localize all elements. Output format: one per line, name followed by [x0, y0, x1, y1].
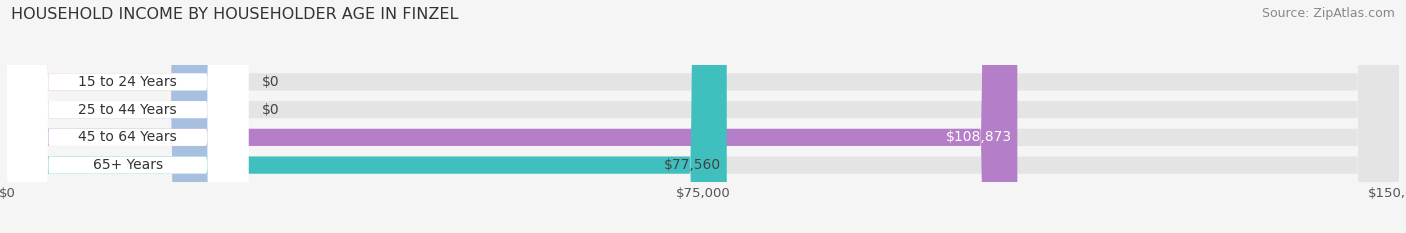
- FancyBboxPatch shape: [7, 0, 249, 233]
- Text: $0: $0: [262, 103, 280, 117]
- Text: 15 to 24 Years: 15 to 24 Years: [79, 75, 177, 89]
- Text: $0: $0: [262, 75, 280, 89]
- Text: 25 to 44 Years: 25 to 44 Years: [79, 103, 177, 117]
- Text: 45 to 64 Years: 45 to 64 Years: [79, 130, 177, 144]
- Text: Source: ZipAtlas.com: Source: ZipAtlas.com: [1261, 7, 1395, 20]
- FancyBboxPatch shape: [7, 0, 1399, 233]
- Text: $108,873: $108,873: [946, 130, 1012, 144]
- FancyBboxPatch shape: [7, 0, 1399, 233]
- FancyBboxPatch shape: [7, 0, 212, 233]
- FancyBboxPatch shape: [7, 0, 249, 233]
- Text: $77,560: $77,560: [664, 158, 721, 172]
- Text: 65+ Years: 65+ Years: [93, 158, 163, 172]
- FancyBboxPatch shape: [7, 0, 1399, 233]
- FancyBboxPatch shape: [7, 0, 249, 233]
- FancyBboxPatch shape: [7, 0, 1018, 233]
- FancyBboxPatch shape: [7, 0, 727, 233]
- FancyBboxPatch shape: [7, 0, 1399, 233]
- FancyBboxPatch shape: [7, 0, 212, 233]
- Text: HOUSEHOLD INCOME BY HOUSEHOLDER AGE IN FINZEL: HOUSEHOLD INCOME BY HOUSEHOLDER AGE IN F…: [11, 7, 458, 22]
- FancyBboxPatch shape: [7, 0, 249, 233]
